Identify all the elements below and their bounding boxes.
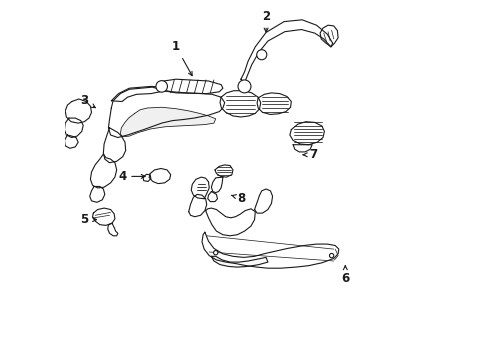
Polygon shape — [191, 177, 209, 199]
Polygon shape — [254, 189, 272, 213]
Text: 1: 1 — [172, 40, 192, 76]
Polygon shape — [215, 165, 232, 177]
Circle shape — [256, 50, 266, 60]
Polygon shape — [108, 87, 224, 138]
Polygon shape — [92, 208, 115, 225]
Text: 3: 3 — [80, 94, 95, 108]
Polygon shape — [103, 128, 125, 163]
Circle shape — [238, 80, 250, 93]
Text: 2: 2 — [262, 10, 269, 32]
Polygon shape — [207, 192, 217, 202]
Polygon shape — [64, 135, 78, 148]
Polygon shape — [90, 154, 117, 188]
Polygon shape — [64, 118, 83, 138]
Circle shape — [329, 253, 333, 258]
Polygon shape — [107, 223, 118, 236]
Polygon shape — [257, 93, 291, 114]
Text: 6: 6 — [341, 266, 349, 285]
Polygon shape — [292, 145, 311, 152]
Text: 5: 5 — [80, 213, 96, 226]
Polygon shape — [160, 79, 223, 94]
Polygon shape — [149, 168, 170, 184]
Polygon shape — [241, 20, 332, 83]
Text: 7: 7 — [303, 148, 316, 161]
Polygon shape — [188, 194, 206, 217]
Polygon shape — [211, 256, 267, 267]
Text: 8: 8 — [231, 192, 244, 204]
Polygon shape — [320, 25, 337, 47]
Polygon shape — [202, 232, 338, 268]
Circle shape — [213, 251, 218, 255]
Polygon shape — [220, 91, 260, 117]
Polygon shape — [120, 107, 215, 137]
Polygon shape — [65, 99, 91, 123]
Circle shape — [156, 81, 167, 92]
Polygon shape — [111, 86, 162, 102]
Polygon shape — [205, 208, 255, 236]
Polygon shape — [289, 122, 324, 145]
Polygon shape — [89, 186, 104, 202]
Polygon shape — [211, 177, 223, 193]
Text: 4: 4 — [118, 170, 145, 183]
Polygon shape — [142, 174, 151, 181]
